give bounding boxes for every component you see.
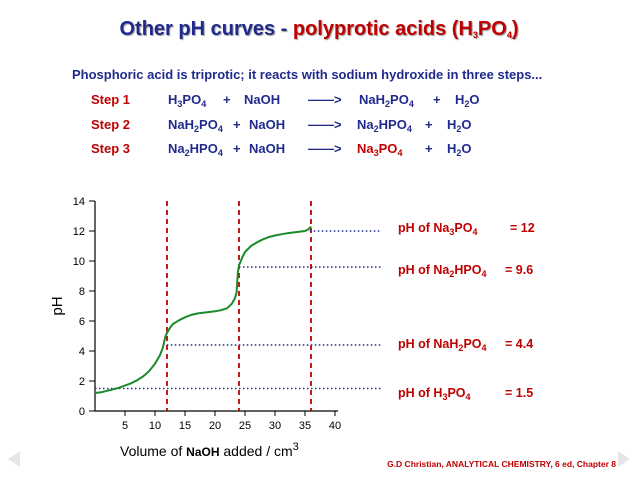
y-tick-label: 0 <box>79 406 85 418</box>
source-credit: G.D Christian, ANALYTICAL CHEMISTRY, 6 e… <box>387 459 616 469</box>
x-tick-label: 15 <box>179 420 191 432</box>
plus-sign: + <box>425 117 433 132</box>
y-tick-label: 2 <box>79 376 85 388</box>
reaction-arrow: ——> <box>308 117 342 132</box>
reactant-formula: H3PO4 <box>168 92 207 109</box>
water-formula: H2O <box>447 117 472 134</box>
y-tick-label: 6 <box>79 316 85 328</box>
base-formula: NaOH <box>249 117 286 132</box>
step-label: Step 3 <box>91 141 131 156</box>
product-formula: Na3PO4 <box>357 141 403 158</box>
next-slide-icon[interactable] <box>618 451 630 467</box>
ph-value: = 4.4 <box>505 337 534 351</box>
y-tick-label: 10 <box>73 256 85 268</box>
y-tick-label: 14 <box>73 196 85 208</box>
y-tick-label: 12 <box>73 226 85 238</box>
x-tick-label: 30 <box>269 420 281 432</box>
reaction-arrow: ——> <box>308 92 342 107</box>
ph-annotation: pH of H3PO4 <box>398 386 471 402</box>
ph-value: = 12 <box>510 221 535 235</box>
y-tick-label: 4 <box>79 346 85 358</box>
ph-value: = 1.5 <box>505 386 534 400</box>
plus-sign: + <box>425 141 433 156</box>
ph-annotation: pH of NaH2PO4 <box>398 337 487 353</box>
step-label: Step 2 <box>91 117 131 132</box>
title-part-1: Other pH curves - <box>119 18 293 40</box>
previous-slide-icon[interactable] <box>8 451 20 467</box>
plus-sign: + <box>233 117 241 132</box>
ph-annotation: pH of Na3PO4 <box>398 221 478 237</box>
titration-curve <box>94 225 312 394</box>
plus-sign: + <box>223 92 231 107</box>
x-tick-label: 40 <box>329 420 341 432</box>
x-tick-label: 10 <box>149 420 161 432</box>
reaction-arrow: ——> <box>308 141 342 156</box>
product-formula: Na2HPO4 <box>357 117 412 134</box>
y-tick-label: 8 <box>79 286 85 298</box>
plus-sign: + <box>233 141 241 156</box>
x-tick-label: 35 <box>299 420 311 432</box>
title-part-2: polyprotic acids (H3PO4) <box>292 18 519 40</box>
base-formula: NaOH <box>249 141 286 156</box>
ph-annotation: pH of Na2HPO4 <box>398 263 487 279</box>
x-tick-label: 20 <box>209 420 221 432</box>
y-axis-label: pH <box>49 296 66 315</box>
x-axis-label: Volume of NaOH added / cm3 <box>120 441 299 459</box>
ph-value: = 9.6 <box>505 263 534 277</box>
product-formula: NaH2PO4 <box>359 92 414 109</box>
reactant-formula: NaH2PO4 <box>168 117 223 134</box>
step-label: Step 1 <box>91 92 131 107</box>
x-tick-label: 25 <box>239 420 251 432</box>
plus-sign: + <box>433 92 441 107</box>
base-formula: NaOH <box>244 92 281 107</box>
x-tick-label: 5 <box>122 420 128 432</box>
reactant-formula: Na2HPO4 <box>168 141 223 158</box>
slide-title: Other pH curves - polyprotic acids (H3PO… <box>0 18 638 41</box>
water-formula: H2O <box>447 141 472 158</box>
intro-text: Phosphoric acid is triprotic; it reacts … <box>72 67 543 82</box>
water-formula: H2O <box>455 92 480 109</box>
